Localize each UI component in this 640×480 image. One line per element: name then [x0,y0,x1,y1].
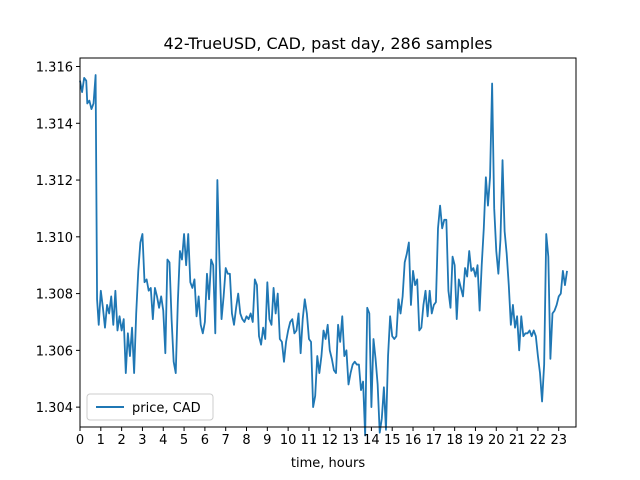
x-tick-label: 23 [550,433,567,448]
x-tick-label: 7 [222,433,230,448]
x-tick-label: 13 [342,433,359,448]
y-tick-label: 1.314 [36,117,73,132]
plot-frame [79,57,577,428]
legend: price, CAD [86,393,214,421]
x-tick-label: 16 [405,433,422,448]
x-tick-label: 12 [321,433,338,448]
y-tick-label: 1.310 [36,231,73,246]
x-tick-label: 8 [242,433,250,448]
x-tick-label: 10 [280,433,297,448]
series-line-price-cad [79,74,568,437]
legend-label: price, CAD [132,401,201,416]
y-tick-label: 1.308 [36,288,73,303]
y-tick-label: 1.316 [36,61,73,76]
x-tick-label: 11 [301,433,318,448]
x-tick-label: 9 [263,433,271,448]
y-axis: 1.304 1.306 1.308 1.310 1.312 1.314 1.316 [36,61,80,416]
plot-area [79,57,577,437]
x-tick-label: 17 [426,433,443,448]
x-tick-label: 20 [488,433,505,448]
x-tick-label: 15 [384,433,401,448]
x-axis-label: time, hours [291,456,365,471]
y-tick-label: 1.306 [36,344,73,359]
x-tick-label: 14 [363,433,380,448]
x-tick-label: 1 [97,433,105,448]
x-tick-label: 5 [180,433,188,448]
x-axis: 0 1 2 3 4 5 6 7 8 9 10 11 12 13 14 15 16 17 18 19 20 21 22 23 [76,427,567,448]
chart-title: 42-TrueUSD, CAD, past day, 286 samples [163,34,492,53]
x-tick-label: 21 [509,433,526,448]
legend-box [86,393,214,421]
x-tick-label: 4 [159,433,167,448]
x-tick-label: 3 [138,433,146,448]
x-tick-label: 0 [76,433,84,448]
x-tick-label: 18 [446,433,463,448]
x-tick-label: 6 [201,433,209,448]
y-tick-label: 1.304 [36,401,73,416]
y-tick-label: 1.312 [36,174,73,189]
plot-background [80,58,576,427]
x-tick-label: 22 [530,433,547,448]
x-tick-label: 19 [467,433,484,448]
x-tick-label: 2 [117,433,125,448]
series-layer [79,74,568,437]
